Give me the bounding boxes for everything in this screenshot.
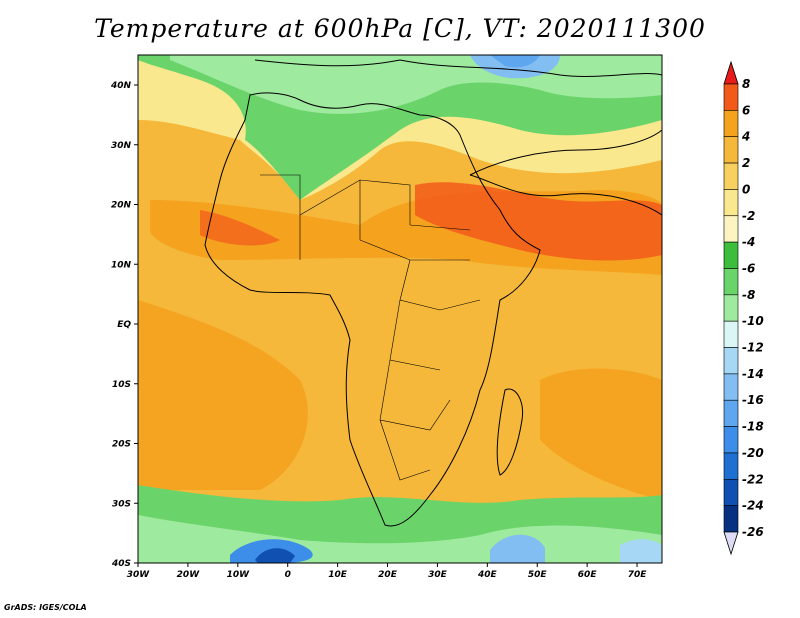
x-tick-label: 60E <box>578 570 598 580</box>
y-tick-label: 10S <box>112 380 131 390</box>
x-tick-label: 10W <box>227 570 251 580</box>
x-tick-label: 10E <box>328 570 348 580</box>
colorbar-label: 2 <box>742 156 750 170</box>
field-hot-core <box>415 182 662 261</box>
x-axis: 30W 20W 10W 0 10E 20E 30E 40E 50E 60E 70E <box>127 563 647 580</box>
colorbar-segment <box>723 426 739 454</box>
y-tick-label: 40N <box>110 81 132 91</box>
country-borders <box>260 174 481 481</box>
coastlines <box>204 59 662 527</box>
colorbar-label: -16 <box>742 393 764 407</box>
colorbar-label: -4 <box>742 235 755 249</box>
colorbar-label: 8 <box>742 77 750 91</box>
y-tick-label: 10N <box>111 260 132 270</box>
colorbar-label: -20 <box>742 446 764 460</box>
madagascar-coast <box>496 388 524 476</box>
y-tick-label: 30N <box>111 141 132 151</box>
colorbar-segment <box>723 83 739 111</box>
field-north-coldest <box>490 55 540 68</box>
colorbar-label: -8 <box>742 288 755 302</box>
colorbar-segment <box>723 136 739 164</box>
y-tick-label: 20S <box>112 440 131 450</box>
colorbar-label: 6 <box>742 103 750 117</box>
colorbar-label: -2 <box>742 209 755 223</box>
map-frame <box>137 54 663 564</box>
colorbar-segment <box>723 110 739 138</box>
colorbar-top-arrow <box>723 60 739 85</box>
colorbar-label: -24 <box>742 499 764 513</box>
x-tick-label: 40E <box>477 570 498 580</box>
colorbar-label: -10 <box>742 314 764 328</box>
colorbar-label: -12 <box>742 341 764 355</box>
colorbar: 8 6 4 2 0 -2 -4 -6 -8 -10 -12 -14 -16 -18 -20 -22 -24 -26 <box>723 60 764 556</box>
colorbar-label: 4 <box>741 130 750 144</box>
colorbar-segment <box>723 320 739 348</box>
colorbar-label: -26 <box>742 525 764 539</box>
map-title: Temperature at 600hPa [C], VT: 202011130… <box>94 14 706 43</box>
field-hot-west <box>200 210 280 246</box>
y-axis: 40N 30N 20N 10N EQ 10S 20S 30S 40S <box>110 81 138 569</box>
colorbar-segment <box>723 241 739 269</box>
x-tick-label: 70E <box>628 570 648 580</box>
temperature-field <box>138 55 662 563</box>
field-indian <box>540 368 662 500</box>
field-south-cold-2 <box>490 534 545 563</box>
colorbar-label: -18 <box>742 420 764 434</box>
colorbar-segment <box>723 399 739 427</box>
grads-credit: GrADS: IGES/COLA <box>4 603 87 612</box>
colorbar-segment <box>723 347 739 375</box>
colorbar-segment <box>723 505 739 533</box>
colorbar-segment <box>723 452 739 480</box>
colorbar-label: 0 <box>742 182 750 196</box>
x-tick-label: 20W <box>177 570 201 580</box>
x-tick-label: 20E <box>378 570 398 580</box>
colorbar-segment <box>723 373 739 401</box>
colorbar-segment <box>723 268 739 296</box>
africa-coast <box>204 92 541 527</box>
colorbar-label: -6 <box>742 261 755 275</box>
x-tick-label: 30W <box>127 570 151 580</box>
x-tick-label: 30E <box>428 570 448 580</box>
arabia-coast <box>469 129 662 216</box>
field-atlantic <box>138 300 308 490</box>
colorbar-segment <box>723 189 739 217</box>
colorbar-segment <box>723 294 739 322</box>
y-tick-label: 40S <box>111 559 131 569</box>
y-tick-label: 20N <box>111 201 132 211</box>
colorbar-segment <box>723 478 739 506</box>
field-south-cold-3 <box>620 539 662 563</box>
colorbar-label: -22 <box>742 472 764 486</box>
y-tick-label: 30S <box>112 499 131 509</box>
europe-coast <box>254 59 662 77</box>
y-tick-label: EQ <box>117 320 131 330</box>
colorbar-segment <box>723 162 739 190</box>
colorbar-segment <box>723 215 739 243</box>
field-south-coldest <box>255 548 295 563</box>
x-tick-label: 50E <box>528 570 548 580</box>
border-lines <box>260 174 481 481</box>
colorbar-label: -14 <box>742 367 764 381</box>
colorbar-bottom-arrow <box>723 531 739 556</box>
x-tick-label: 0 <box>285 570 291 580</box>
